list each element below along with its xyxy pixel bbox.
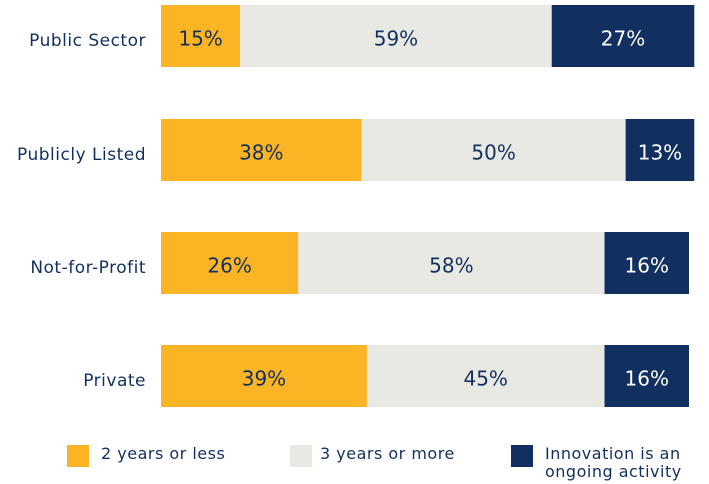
value-label: 13% <box>638 141 682 165</box>
category-label: Not-for-Profit <box>30 258 146 278</box>
value-label: 27% <box>601 27 645 51</box>
value-label: 16% <box>625 254 669 278</box>
bar-segment <box>240 5 552 67</box>
category-label: Private <box>83 371 146 391</box>
value-label: 50% <box>471 141 515 165</box>
bar-segment <box>361 119 626 181</box>
bar-segment <box>161 119 362 181</box>
value-label: 45% <box>463 367 507 391</box>
bar-segment <box>161 345 367 407</box>
value-label: 26% <box>207 254 251 278</box>
category-label: Public Sector <box>29 31 146 51</box>
bar-segment <box>604 232 689 294</box>
bar-segment <box>161 5 241 67</box>
bar-segment <box>161 232 299 294</box>
value-label: 15% <box>178 27 222 51</box>
category-label: Publicly Listed <box>17 145 146 165</box>
value-label: 58% <box>429 254 473 278</box>
legend-label: 3 years or more <box>320 444 455 463</box>
legend-label: Innovation is an ongoing activity <box>545 444 682 481</box>
value-label: 39% <box>242 367 286 391</box>
value-label: 38% <box>239 141 283 165</box>
bar-segment <box>604 345 689 407</box>
legend-label: 2 years or less <box>101 444 226 463</box>
value-label: 59% <box>374 27 418 51</box>
bar-segment <box>551 5 695 67</box>
legend-swatch <box>511 445 533 467</box>
bar-segment <box>366 345 605 407</box>
legend-swatch <box>290 445 312 467</box>
legend-swatch <box>67 445 89 467</box>
value-label: 16% <box>625 367 669 391</box>
bar-segment <box>625 119 695 181</box>
bar-segment <box>298 232 605 294</box>
